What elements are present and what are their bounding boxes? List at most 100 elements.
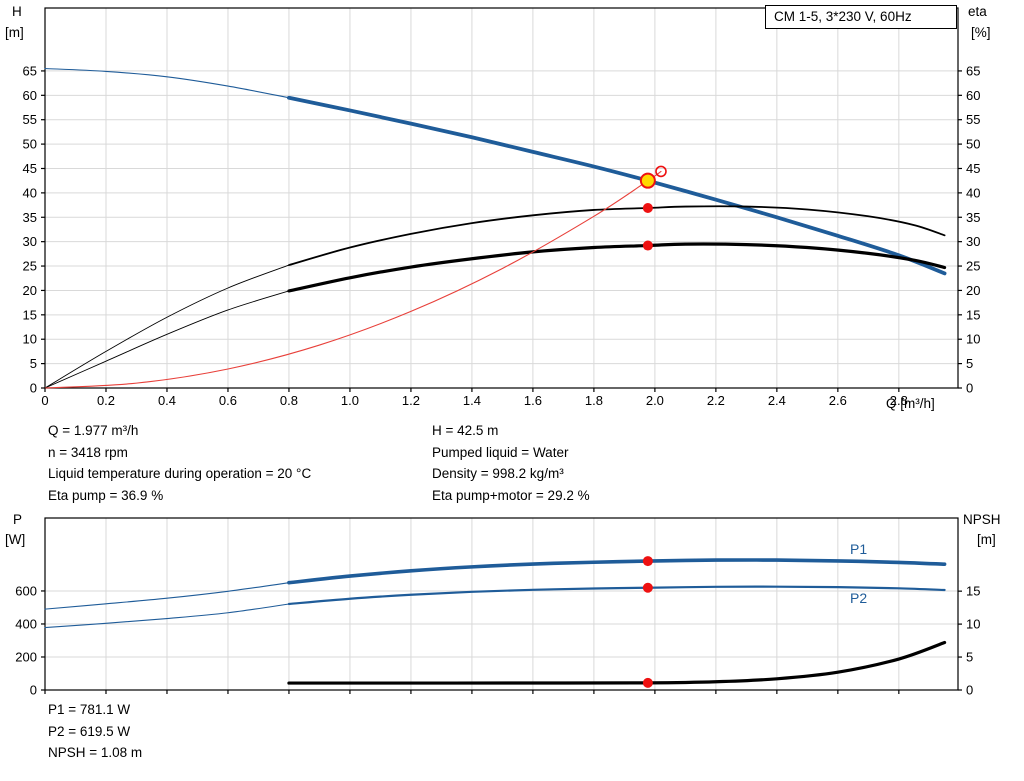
curve-H-curve bbox=[287, 95, 947, 276]
npsh-axis-title: NPSH bbox=[963, 512, 1001, 527]
curve-H-curve-thin bbox=[44, 67, 290, 99]
p-axis-unit: [W] bbox=[5, 532, 26, 547]
y-left-tick-label: 45 bbox=[23, 161, 37, 176]
p-axis-title: P bbox=[13, 512, 23, 527]
y-left-tick-label: 400 bbox=[15, 616, 37, 631]
info-npsh: NPSH = 1.08 m bbox=[48, 745, 143, 761]
y-left-tick-label: 65 bbox=[23, 63, 37, 78]
marker-duty-point bbox=[639, 172, 656, 189]
y-left-tick-label: 40 bbox=[23, 185, 37, 200]
x-tick-label: 0.6 bbox=[219, 393, 237, 408]
y-left-tick-label: 50 bbox=[23, 137, 37, 152]
y-right-tick-label: 10 bbox=[966, 332, 980, 347]
x-tick-label: 0.8 bbox=[280, 393, 298, 408]
y-left-tick-label: 55 bbox=[23, 112, 37, 127]
curve-eta-pump-thin bbox=[44, 264, 290, 389]
y-left-tick-label: 60 bbox=[23, 88, 37, 103]
marker-eta-pump-motor-point bbox=[642, 240, 653, 251]
x-tick-label: 0.4 bbox=[158, 393, 176, 408]
y-left-axis-title: H bbox=[12, 4, 22, 19]
y-right-tick-label: 60 bbox=[966, 88, 980, 103]
x-tick-label: 1.2 bbox=[402, 393, 420, 408]
y-left-tick-label: 35 bbox=[23, 210, 37, 225]
info-flow: Q = 1.977 m³/h bbox=[48, 423, 139, 438]
y-right-tick-label: 5 bbox=[966, 356, 973, 371]
p1-curve-label: P1 bbox=[850, 541, 868, 557]
x-tick-label: 2.4 bbox=[768, 393, 786, 408]
y-right-tick-label: 50 bbox=[966, 137, 980, 152]
y-right-tick-label: 25 bbox=[966, 259, 980, 274]
y-right-axis-unit: [%] bbox=[971, 25, 991, 40]
info-eta-pump: Eta pump = 36.9 % bbox=[48, 487, 164, 503]
x-tick-label: 1.0 bbox=[341, 393, 359, 408]
y-left-tick-label: 25 bbox=[23, 259, 37, 274]
y-right-tick-label: 65 bbox=[966, 63, 980, 78]
x-tick-label: 1.4 bbox=[463, 393, 481, 408]
pump-title-box: CM 1-5, 3*230 V, 60Hz bbox=[765, 5, 957, 29]
y-right-tick-label: 55 bbox=[966, 112, 980, 127]
info-speed: n = 3418 rpm bbox=[48, 444, 128, 460]
info-p2: P2 = 619.5 W bbox=[48, 723, 131, 739]
duty-info-right-column: H = 42.5 m Pumped liquid = Water Density… bbox=[432, 420, 590, 506]
plot-frame bbox=[44, 517, 959, 691]
marker-npsh-point bbox=[642, 677, 653, 688]
x-tick-label: 0 bbox=[41, 393, 48, 408]
curve-eta-pump bbox=[288, 205, 946, 266]
y-right-tick-label: 15 bbox=[966, 307, 980, 322]
y-right-tick-label: 35 bbox=[966, 210, 980, 225]
curve-P1-thin bbox=[44, 582, 290, 610]
curve-eta-pump-motor bbox=[287, 242, 947, 293]
y-left-tick-label: 200 bbox=[15, 649, 37, 664]
y-right-tick-label: 5 bbox=[966, 650, 973, 665]
power-info-block: P1 = 781.1 W P2 = 619.5 W NPSH = 1.08 m bbox=[48, 699, 142, 764]
curve-eta-pump-motor-thin bbox=[44, 290, 290, 389]
y-right-tick-label: 10 bbox=[966, 617, 980, 632]
y-right-tick-label: 20 bbox=[966, 283, 980, 298]
y-right-axis-title: eta bbox=[968, 4, 987, 19]
marker-speed-end-point bbox=[655, 165, 667, 178]
y-right-tick-label: 30 bbox=[966, 234, 980, 249]
curve-speed-curve bbox=[44, 170, 662, 389]
y-left-axis-unit: [m] bbox=[5, 25, 24, 40]
x-tick-label: 2.2 bbox=[707, 393, 725, 408]
x-tick-label: 1.8 bbox=[585, 393, 603, 408]
y-left-tick-label: 600 bbox=[15, 583, 37, 598]
y-right-tick-label: 15 bbox=[966, 584, 980, 599]
y-left-tick-label: 5 bbox=[30, 356, 37, 371]
y-left-tick-label: 0 bbox=[30, 381, 37, 396]
x-tick-label: 1.6 bbox=[524, 393, 542, 408]
info-liquid-temperature: Liquid temperature during operation = 20… bbox=[48, 466, 312, 482]
info-pumped-liquid: Pumped liquid = Water bbox=[432, 444, 569, 460]
y-left-tick-label: 10 bbox=[23, 332, 37, 347]
p2-curve-label: P2 bbox=[850, 590, 868, 606]
y-right-tick-label: 0 bbox=[966, 381, 973, 396]
x-axis-title: Q [m³/h] bbox=[886, 396, 935, 411]
plot-frame bbox=[44, 7, 959, 389]
curve-P2-thin bbox=[44, 603, 290, 629]
curve-P2 bbox=[287, 585, 946, 606]
info-p1: P1 = 781.1 W bbox=[48, 702, 131, 717]
y-left-tick-label: 30 bbox=[23, 234, 37, 249]
curve-NPSH bbox=[287, 640, 947, 685]
y-right-tick-label: 40 bbox=[966, 185, 980, 200]
x-tick-label: 2.0 bbox=[646, 393, 664, 408]
y-left-tick-label: 20 bbox=[23, 283, 37, 298]
x-tick-label: 2.6 bbox=[829, 393, 847, 408]
curve-P1 bbox=[287, 558, 947, 585]
power-npsh-chart: 0 200 400 600 0 5 10 15 bbox=[15, 517, 980, 698]
npsh-axis-unit: [m] bbox=[977, 532, 996, 547]
info-eta-pump-motor: Eta pump+motor = 29.2 % bbox=[432, 487, 590, 503]
info-density: Density = 998.2 kg/m³ bbox=[432, 466, 564, 482]
info-head: H = 42.5 m bbox=[432, 423, 499, 438]
x-tick-label: 2.8 bbox=[890, 393, 908, 408]
marker-eta-pump-point bbox=[642, 203, 653, 213]
duty-info-left-column: Q = 1.977 m³/h n = 3418 rpm Liquid tempe… bbox=[48, 420, 311, 506]
y-right-tick-label: 0 bbox=[966, 683, 973, 698]
y-right-tick-label: 45 bbox=[966, 161, 980, 176]
y-left-tick-label: 15 bbox=[23, 307, 37, 322]
y-left-tick-label: 0 bbox=[30, 683, 37, 698]
x-tick-label: 0.2 bbox=[97, 393, 115, 408]
marker-p1-point bbox=[642, 556, 653, 567]
hq-eta-chart: 0 5 10 15 20 25 30 35 40 45 50 55 60 65 0 5 10 15 20 25 30 35… bbox=[23, 7, 980, 408]
